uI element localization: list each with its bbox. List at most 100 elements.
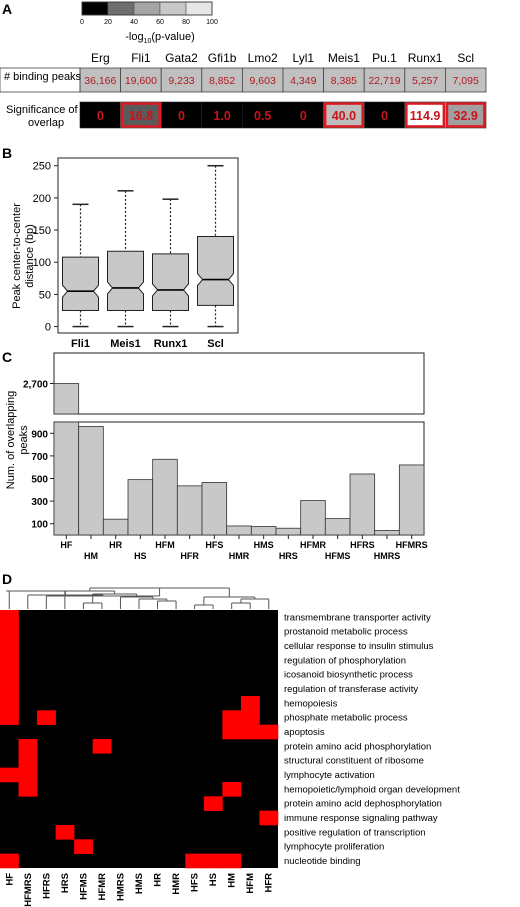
sample-label: HF — [4, 873, 15, 886]
category-label: HMRS — [374, 551, 401, 561]
bar — [275, 527, 302, 536]
peaks-cell — [120, 67, 162, 93]
sample-label: HMRS — [115, 873, 126, 901]
bar — [226, 525, 252, 536]
heatmap-cell — [74, 839, 93, 854]
bar-top-segment — [53, 383, 80, 415]
y-tick-label: 0 — [45, 322, 51, 334]
bar-top-frame — [53, 352, 425, 415]
category-label: Scl — [207, 338, 224, 350]
go-term-label: apoptosis — [284, 727, 325, 738]
significance-value: 0 — [300, 109, 307, 123]
bar — [201, 482, 228, 536]
significance-value: 32.9 — [454, 109, 478, 123]
box — [197, 235, 234, 306]
peaks-value: 4,349 — [290, 75, 316, 87]
y-tick-label: 200 — [33, 193, 51, 205]
heatmap-cell — [55, 825, 75, 840]
sample-label: HRS — [60, 873, 71, 893]
heatmap-cell — [92, 739, 112, 754]
tf-overlap-table: Erg 36,166 0 Fli1 19,600 16.8 Gata2 9,233 0 Gfi1b… — [0, 51, 487, 129]
go-term-label: phosphate metabolic process — [284, 713, 408, 724]
category-label: HFMRS — [396, 540, 428, 550]
sample-label: HFRS — [41, 873, 52, 899]
y-tick-label: 700 — [31, 452, 48, 463]
colorbar-segment — [185, 1, 213, 16]
significance-cell — [242, 102, 283, 128]
heatmap-cell — [0, 767, 19, 783]
category-label: Runx1 — [154, 338, 188, 350]
tf-header: Lyl1 — [293, 51, 315, 65]
category-label: HMS — [254, 540, 274, 550]
go-term-label: transmembrane transporter activity — [284, 612, 431, 623]
peaks-cell — [404, 67, 446, 93]
significance-frame — [79, 101, 487, 129]
peaks-cell — [323, 67, 365, 93]
box — [107, 250, 144, 311]
colorbar-tick-label: 40 — [130, 19, 138, 26]
go-term-label: structural constituent of ribosome — [284, 756, 424, 767]
box — [152, 253, 189, 311]
panel-label-c: C — [2, 349, 12, 365]
colorbar-segment — [107, 1, 135, 16]
colorbar-tick-label: 80 — [182, 19, 190, 26]
panel-label-a: A — [2, 1, 12, 17]
boxplot-frame — [57, 157, 239, 334]
tf-header: Fli1 — [131, 51, 151, 65]
heatmap-cell — [0, 696, 19, 711]
heatmap-cell — [0, 853, 19, 869]
go-term-label: prostanoid metabolic process — [284, 627, 408, 638]
heatmap-cell — [259, 810, 279, 826]
peaks-cell — [79, 67, 121, 93]
go-term-label: cellular response to insulin stimulus — [284, 641, 434, 652]
bar — [300, 500, 326, 536]
significance-value: 16.8 — [129, 109, 153, 123]
sample-label: HFR — [264, 873, 275, 893]
significance-value: 0 — [381, 109, 388, 123]
go-term-label: protein amino acid phosphorylation — [284, 741, 431, 752]
sample-label: HFMRS — [23, 873, 34, 907]
heatmap-cell — [0, 681, 19, 697]
go-term-label: lymphocyte activation — [284, 770, 375, 781]
category-label: HFMS — [325, 551, 351, 561]
colorbar-segment — [81, 1, 109, 16]
peaks-value: 7,095 — [453, 75, 479, 87]
y-tick-label: 250 — [33, 161, 51, 173]
bar — [53, 421, 80, 536]
sample-label: HFMS — [78, 873, 89, 900]
boxplot-panel: 0 50 100 150 200 250 Fli1 Meis1 Runx1 Scl — [33, 157, 239, 350]
heatmap-panel: transmembrane transporter activity prosta… — [0, 587, 460, 907]
heatmap-cell — [0, 624, 19, 639]
colorbar-tick-label: 20 — [104, 19, 112, 26]
heatmap-cell — [222, 853, 242, 869]
heatmap-cell — [240, 696, 260, 711]
boxplot-ylabel-line2: distance (bp) — [24, 224, 36, 288]
go-term-label: positive regulation of transcription — [284, 827, 426, 838]
category-label: HR — [109, 540, 122, 550]
tf-header: Gfi1b — [208, 51, 237, 65]
significance-value: 0 — [178, 109, 185, 123]
go-term-label: regulation of transferase activity — [284, 684, 418, 695]
peaks-value: 8,385 — [331, 75, 357, 87]
go-term-label: icosanoid biosynthetic process — [284, 670, 413, 681]
category-label: HFS — [205, 540, 223, 550]
sample-label: HMR — [171, 873, 182, 895]
tf-header: Pu.1 — [372, 51, 397, 65]
tf-header: Lmo2 — [248, 51, 278, 65]
category-label: HFR — [180, 551, 199, 561]
colorbar-tick-label: 0 — [80, 19, 84, 26]
y-tick-label: 100 — [31, 520, 48, 531]
go-term-label: regulation of phosphorylation — [284, 655, 406, 666]
y-tick-label: 500 — [31, 475, 48, 486]
panel-label-b: B — [2, 145, 12, 161]
significance-value: 0 — [97, 109, 104, 123]
y-tick-label: 2,700 — [23, 380, 48, 391]
colorbar-label: -log10(p-value) — [125, 31, 195, 45]
significance-cell — [404, 102, 446, 128]
category-label: HMR — [229, 551, 250, 561]
bar-ylabel-line1: Num. of overlapping — [5, 391, 17, 489]
heatmap-cell — [222, 782, 242, 797]
y-tick-label: 900 — [31, 429, 48, 440]
y-tick-label: 300 — [31, 497, 48, 508]
